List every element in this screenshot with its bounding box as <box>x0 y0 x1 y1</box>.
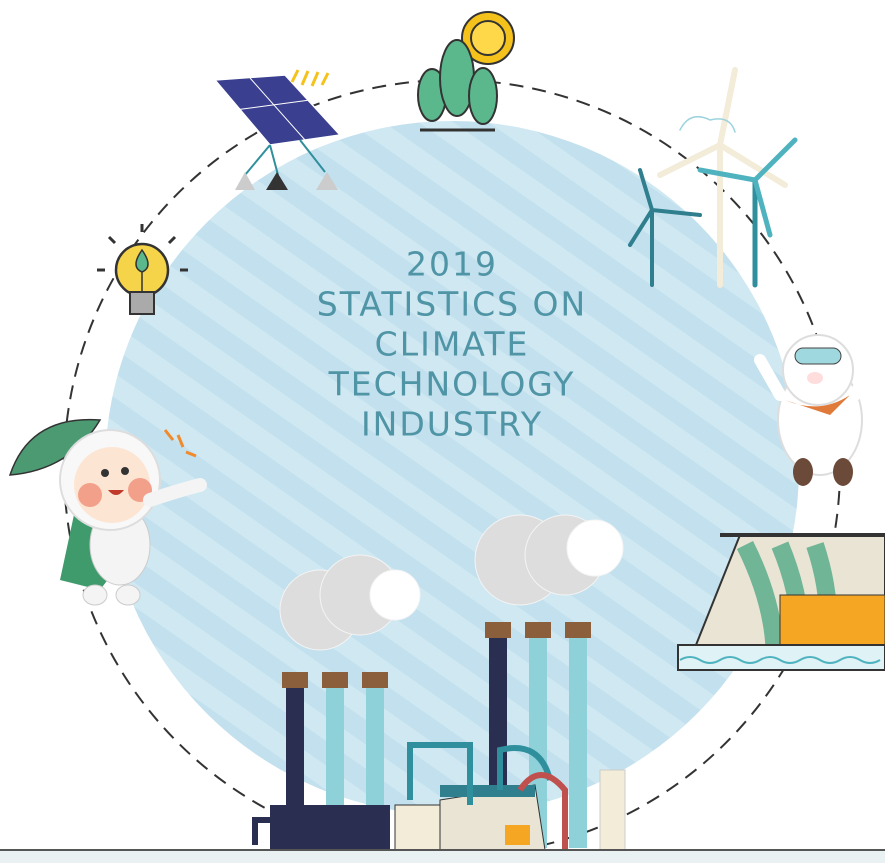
sprout-character <box>8 418 207 606</box>
title-line: STATISTICS ON <box>317 285 587 324</box>
solar-panel-icon <box>213 69 342 190</box>
polar-bear-character <box>754 334 876 486</box>
title-line: TECHNOLOGY <box>328 365 576 404</box>
factory-icon <box>252 514 626 851</box>
dam-icon <box>677 533 885 671</box>
wind-turbines-icon <box>628 67 798 288</box>
ground <box>0 850 885 863</box>
title: 2019 STATISTICS ON CLIMATE TECHNOLOGY IN… <box>317 245 587 444</box>
title-line: INDUSTRY <box>361 405 543 444</box>
sun-trees-icon <box>417 11 515 132</box>
light-bulb-icon <box>97 224 188 315</box>
title-line: 2019 <box>406 245 498 284</box>
title-line: CLIMATE <box>375 325 530 364</box>
background-circle <box>105 121 799 815</box>
